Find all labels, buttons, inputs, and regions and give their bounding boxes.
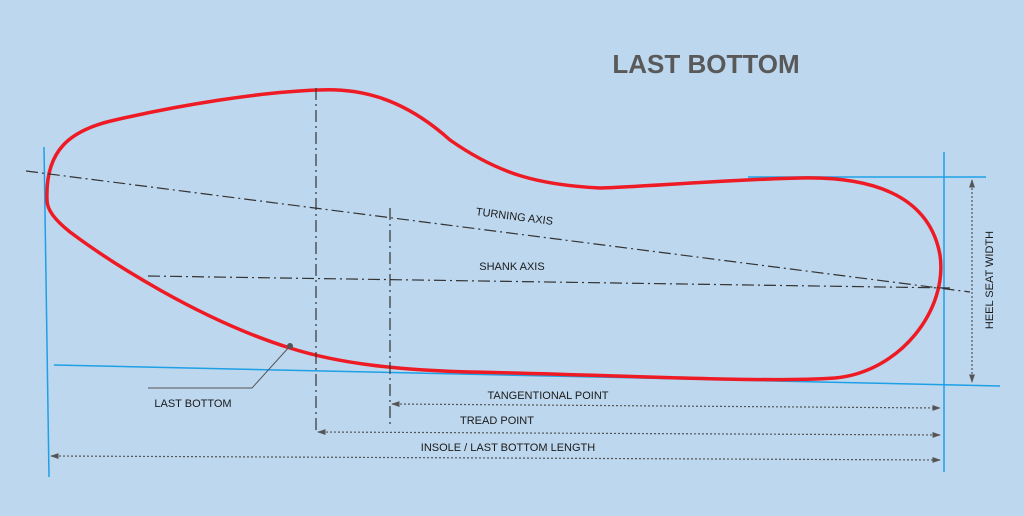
- dimension-lines: [50, 179, 975, 463]
- last-bottom-leader: [148, 345, 291, 389]
- tangential-point-dimension: [391, 401, 941, 411]
- tangential-point-label: TANGENTIONAL POINT: [487, 390, 608, 402]
- heel-seat-width-label: HEEL SEAT WIDTH: [984, 231, 996, 329]
- shank-axis-line: [147, 275, 951, 289]
- turning-axis-line: [25, 170, 971, 293]
- length-dimension: [50, 453, 941, 463]
- tread-point-label: TREAD POINT: [460, 415, 534, 427]
- diagram-title: LAST BOTTOM: [612, 49, 799, 79]
- last-bottom-outline: [45, 87, 943, 382]
- bottom-tangent-line: [53, 364, 1001, 387]
- leader-dot: [287, 343, 293, 349]
- shank-axis-label: SHANK AXIS: [479, 261, 544, 273]
- axis-lines: [25, 88, 971, 432]
- last-bottom-label: LAST BOTTOM: [154, 398, 231, 410]
- toe-vertical-line: [43, 146, 50, 478]
- length-label: INSOLE / LAST BOTTOM LENGTH: [421, 442, 595, 454]
